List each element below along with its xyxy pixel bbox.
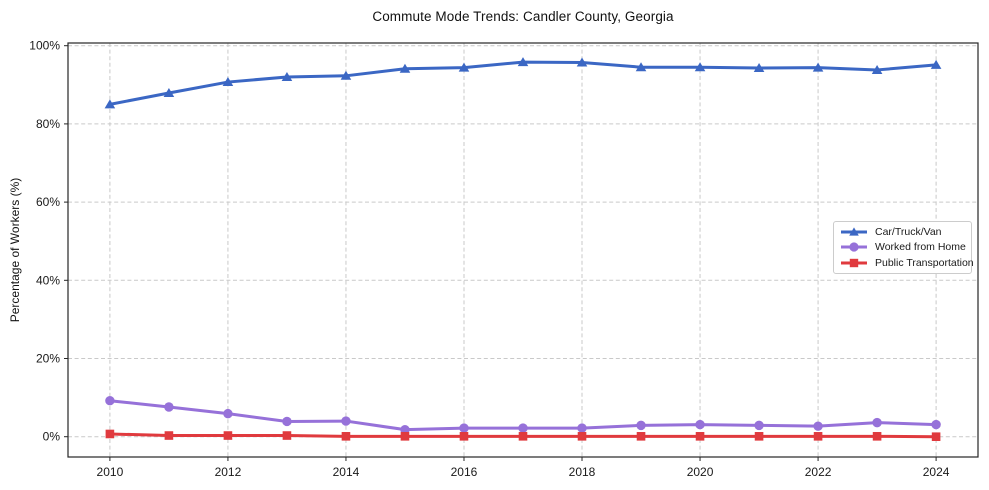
data-point-car-truck-van [635,62,647,72]
y-tick-label: 40% [36,273,60,287]
chart-title: Commute Mode Trends: Candler County, Geo… [372,9,674,24]
data-point-public-transportation [518,432,528,441]
data-point-public-transportation [872,432,882,441]
plot-border [67,42,979,458]
data-point-public-transportation [695,432,705,441]
x-tick-label: 2010 [97,465,124,479]
data-point-car-truck-van [281,71,293,81]
data-point-worked-from-home [813,421,823,431]
data-point-public-transportation [636,432,646,441]
y-tick-label: 60% [36,195,60,209]
legend: Car/Truck/Van Worked from Home Public Tr… [833,221,974,274]
line-circle-marker-icon [841,242,867,253]
data-point-public-transportation [400,432,410,441]
legend-label: Public Transportation [875,257,974,270]
line-square-marker-icon [841,258,867,268]
data-point-worked-from-home [282,416,292,427]
legend-item-public-transportation: Public Transportation [834,256,974,271]
y-tick-label: 0% [43,430,61,444]
data-point-car-truck-van [340,70,352,80]
data-point-worked-from-home [223,408,233,419]
data-point-public-transportation [282,431,292,440]
data-point-car-truck-van [222,77,234,87]
series-line-car-truck-van [108,60,938,106]
data-point-public-transportation [931,432,941,442]
data-point-public-transportation [813,432,823,441]
data-point-car-truck-van [104,99,116,109]
x-tick-label: 2020 [687,465,714,479]
data-point-car-truck-van [399,63,411,73]
data-point-public-transportation [577,432,587,441]
data-point-car-truck-van [458,62,470,72]
data-point-worked-from-home [872,417,882,428]
y-tick-label: 20% [36,352,60,366]
data-point-car-truck-van [871,64,883,74]
data-point-worked-from-home [105,396,115,406]
y-tick-label: 100% [29,39,60,53]
data-point-car-truck-van [930,59,942,69]
y-tick-label: 80% [36,117,60,131]
data-point-worked-from-home [695,419,705,430]
line-triangle-marker-icon [841,227,867,236]
data-point-worked-from-home [577,423,587,433]
data-point-worked-from-home [341,416,351,426]
legend-label: Car/Truck/Van [875,225,942,238]
x-tick-label: 2016 [451,465,478,479]
x-tick-label: 2024 [923,465,950,479]
x-tick-label: 2022 [805,465,832,479]
x-tick-label: 2018 [569,465,596,479]
data-point-car-truck-van [694,62,706,72]
data-point-car-truck-van [576,57,588,67]
data-point-worked-from-home [164,402,174,412]
data-point-worked-from-home [636,420,646,431]
data-point-car-truck-van [517,57,529,67]
data-point-car-truck-van [812,62,824,72]
data-point-public-transportation [341,432,351,441]
data-point-worked-from-home [518,423,528,433]
x-tick-label: 2012 [215,465,242,479]
x-tick-label: 2014 [333,465,360,479]
legend-item-car-truck-van: Car/Truck/Van [834,224,971,239]
data-point-public-transportation [105,429,115,439]
data-point-public-transportation [223,431,233,440]
data-point-worked-from-home [754,420,764,431]
data-point-car-truck-van [753,62,765,72]
data-point-public-transportation [754,432,764,441]
data-point-worked-from-home [459,423,469,433]
data-point-worked-from-home [931,419,941,430]
data-point-public-transportation [164,431,174,440]
data-point-public-transportation [459,432,469,441]
legend-item-worked-from-home: Worked from Home [834,240,971,255]
data-point-car-truck-van [163,88,175,98]
legend-label: Worked from Home [875,241,966,254]
